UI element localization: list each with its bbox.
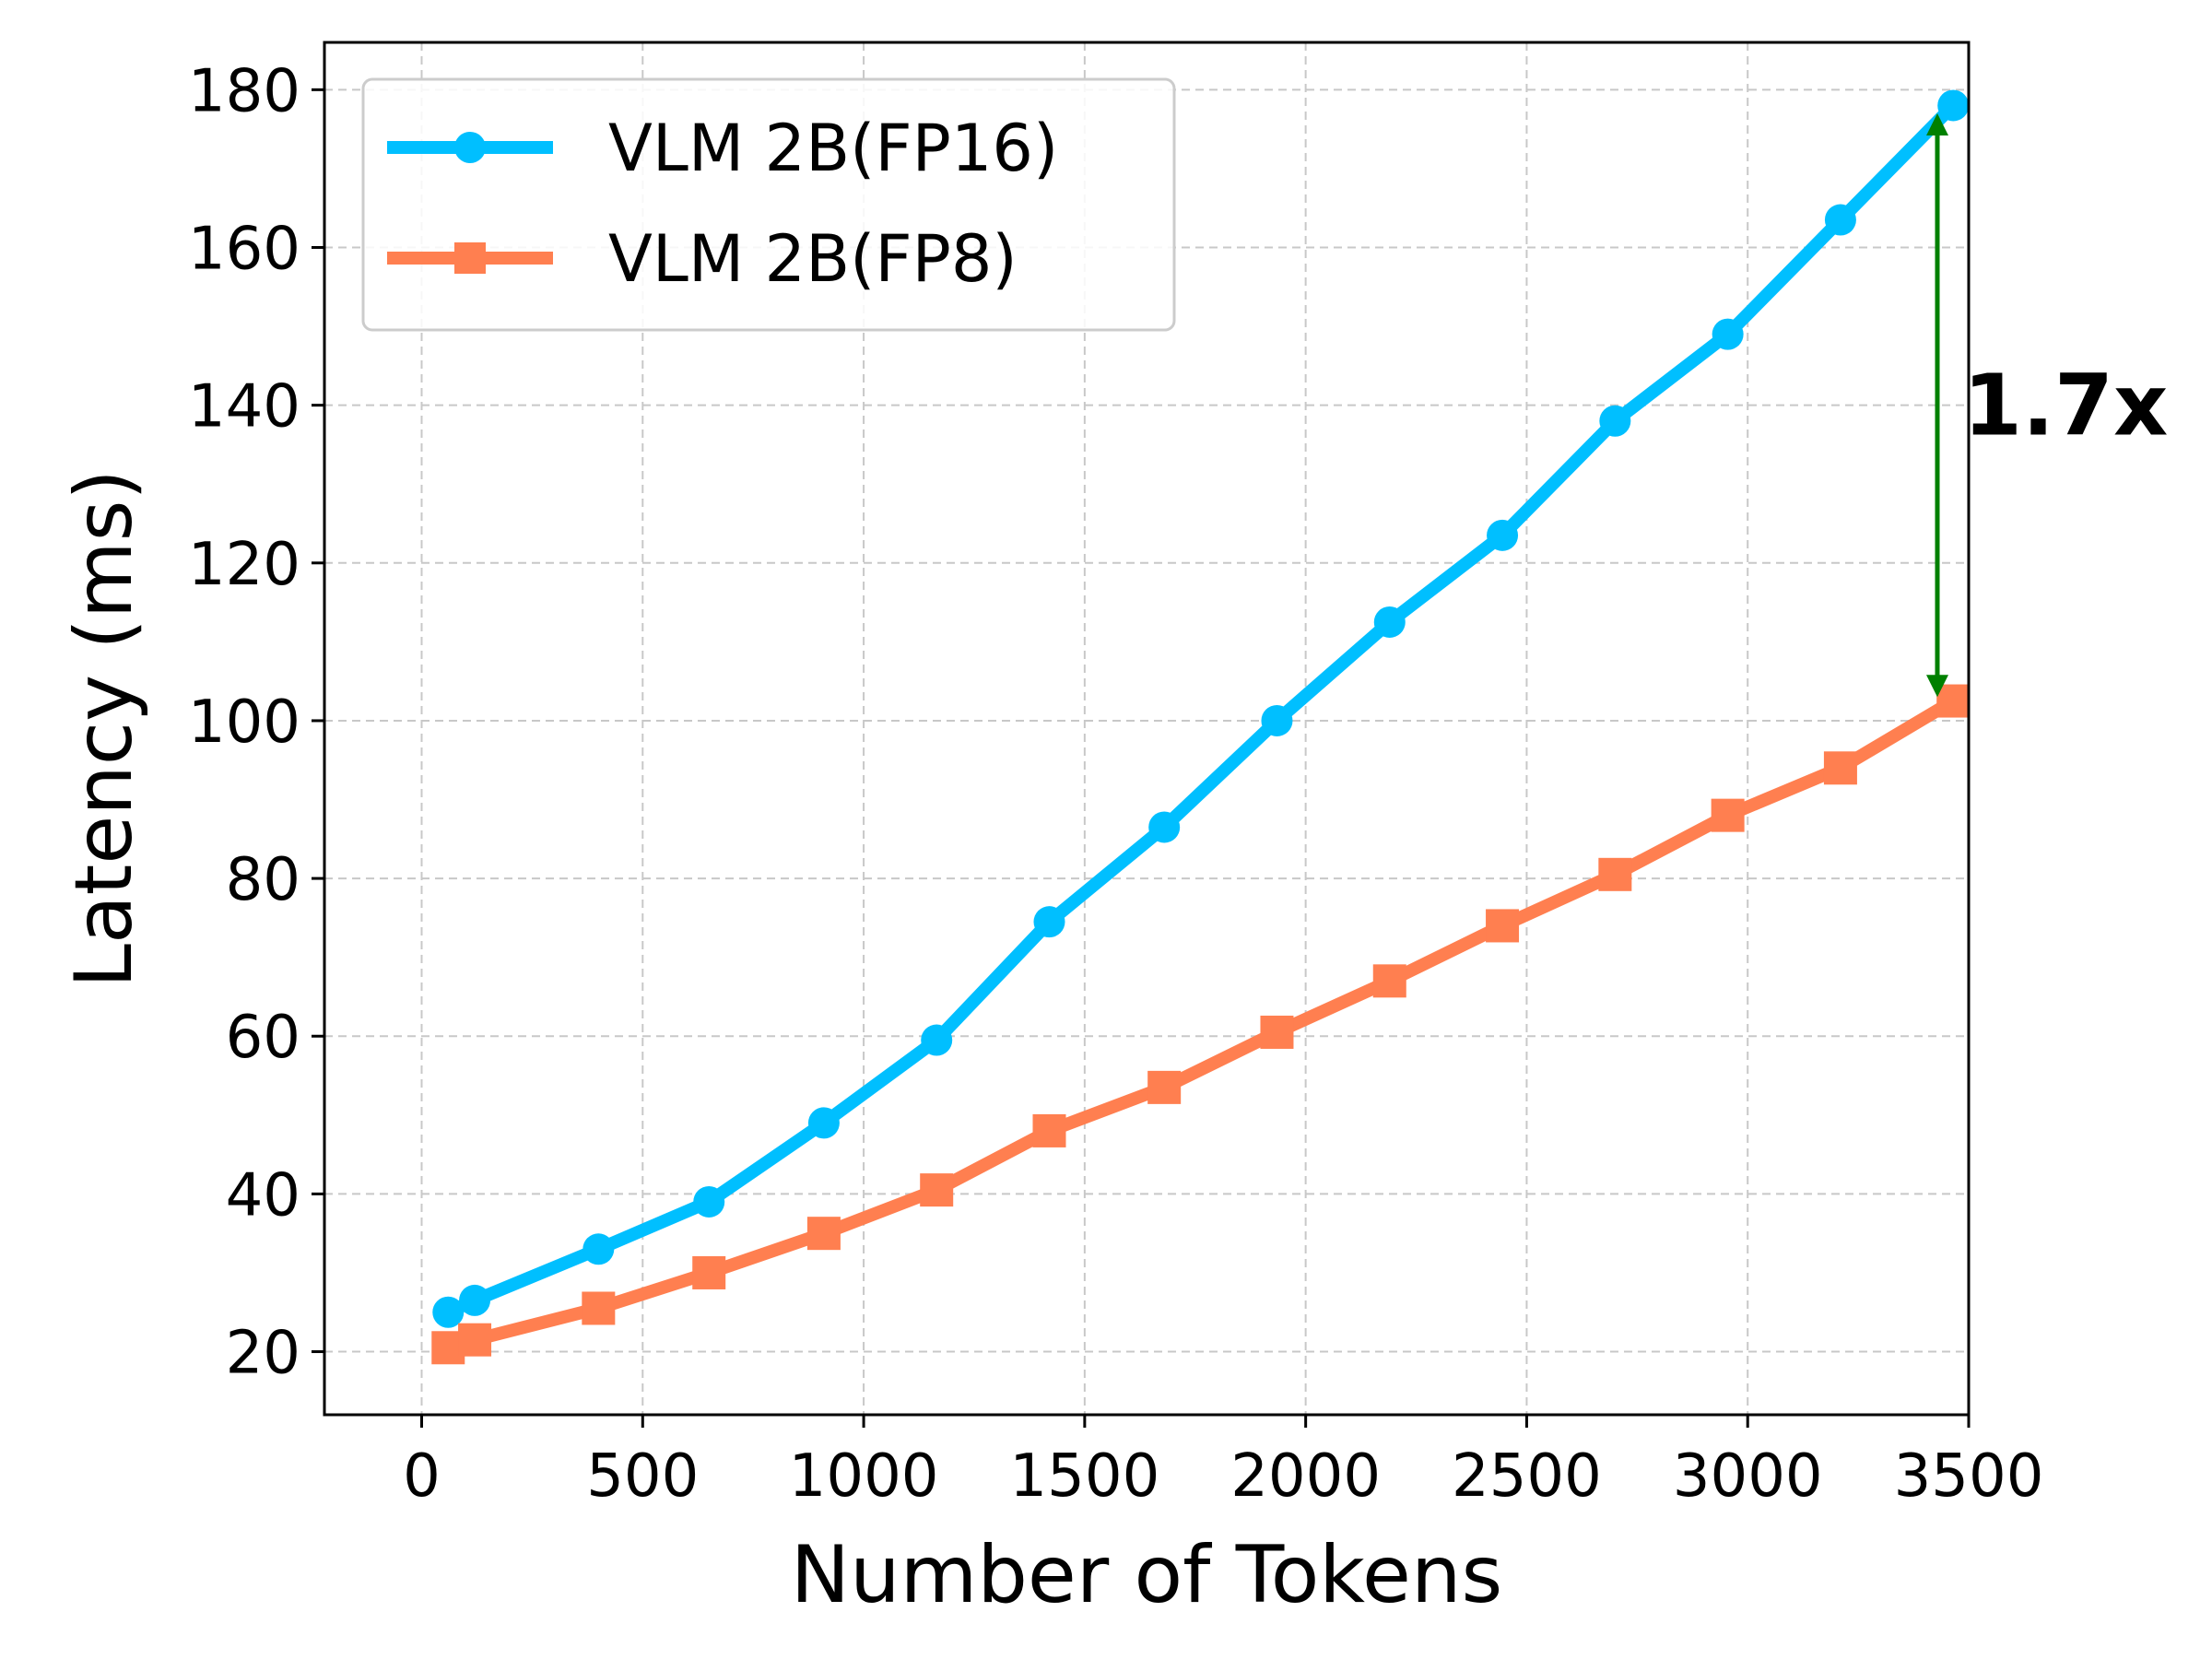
data-point <box>458 1323 492 1357</box>
data-point <box>1260 1015 1294 1049</box>
data-point <box>806 1217 841 1251</box>
plot-frame <box>323 41 1971 1417</box>
data-point <box>1824 204 1856 236</box>
data-point <box>693 1185 725 1218</box>
data-point <box>459 1284 491 1316</box>
x-tick-label: 1000 <box>789 1442 939 1511</box>
data-point <box>1712 318 1744 350</box>
y-tick-label: 60 <box>226 1004 300 1072</box>
annotation: 1.7x <box>1926 113 2168 698</box>
data-point <box>1032 1113 1066 1147</box>
data-point <box>1486 909 1520 943</box>
data-point <box>921 1024 953 1056</box>
y-tick-label: 20 <box>226 1320 300 1388</box>
x-tick-label: 2000 <box>1230 1442 1381 1511</box>
data-point <box>1373 606 1406 638</box>
data-point <box>1147 1070 1182 1104</box>
annotation-label: 1.7x <box>1963 357 2168 455</box>
data-point <box>807 1107 840 1139</box>
data-point <box>582 1233 615 1265</box>
y-tick-label: 160 <box>188 215 300 283</box>
data-point <box>920 1173 954 1207</box>
data-point <box>1487 519 1519 551</box>
legend-marker-fp8 <box>454 242 486 274</box>
y-tick-label: 80 <box>226 846 300 914</box>
legend-marker-fp16 <box>454 132 486 163</box>
data-point <box>582 1291 616 1325</box>
data-point <box>1148 811 1181 843</box>
x-tick-label: 3000 <box>1673 1442 1823 1511</box>
data-point <box>1823 751 1857 785</box>
data-point <box>692 1255 726 1289</box>
x-axis-title: Number of Tokens <box>791 1529 1503 1621</box>
series-fp8 <box>431 684 1971 1365</box>
legend: VLM 2B(FP16) VLM 2B(FP8) <box>361 77 1176 332</box>
data-point <box>1711 798 1745 832</box>
series-fp16 <box>432 89 1970 1328</box>
legend-label-fp16: VLM 2B(FP16) <box>608 111 1058 186</box>
y-tick-label: 40 <box>226 1161 300 1230</box>
x-tick-label: 0 <box>403 1442 441 1511</box>
data-point <box>1936 684 1971 718</box>
legend-box <box>361 77 1176 332</box>
data-point <box>432 1296 465 1328</box>
annotation-arrow-head-down <box>1926 675 1948 698</box>
y-tick-label: 100 <box>188 688 300 757</box>
data-point <box>1372 964 1406 998</box>
annotation-arrow-head-up <box>1926 113 1948 136</box>
plot-series <box>431 89 1971 1365</box>
x-tick-label: 1500 <box>1009 1442 1159 1511</box>
y-axis-title: Latency (ms) <box>58 469 150 988</box>
y-tick-label: 180 <box>188 57 300 125</box>
legend-label-fp8: VLM 2B(FP8) <box>608 221 1018 297</box>
x-tick-label: 500 <box>586 1442 699 1511</box>
y-tick-label: 140 <box>188 373 300 441</box>
y-tick-label: 120 <box>188 531 300 599</box>
x-tick-label: 3500 <box>1894 1442 2044 1511</box>
data-point <box>1598 857 1632 891</box>
axis-ticks: 0 500 1000 1500 2000 2500 3000 3500 20 40 60 80 100 1… <box>188 57 2044 1511</box>
data-point <box>1599 405 1631 437</box>
data-point <box>1261 704 1293 736</box>
x-tick-label: 2500 <box>1452 1442 1602 1511</box>
data-point <box>1937 89 1970 122</box>
data-point <box>1033 906 1065 938</box>
